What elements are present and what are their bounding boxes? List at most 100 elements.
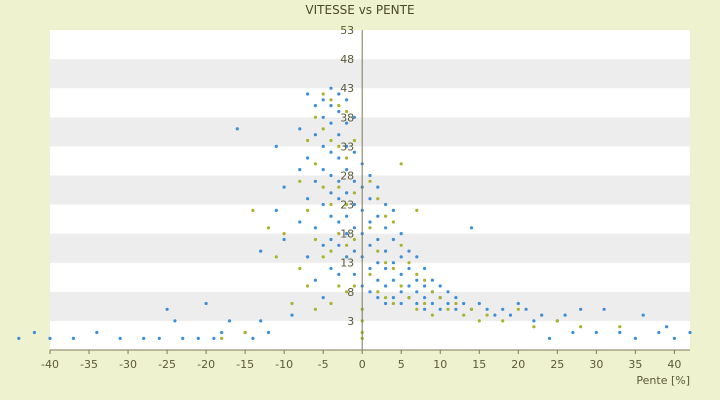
data-point — [384, 226, 388, 230]
data-point — [415, 278, 419, 282]
data-point — [313, 237, 317, 242]
data-point — [337, 185, 341, 189]
x-tick-label: -40 — [41, 358, 59, 371]
data-point — [423, 307, 427, 311]
data-point — [352, 150, 356, 154]
data-point — [633, 336, 638, 340]
data-point — [540, 313, 544, 317]
data-point — [602, 307, 606, 311]
data-point — [368, 220, 372, 224]
data-point — [446, 301, 450, 306]
data-point — [17, 336, 21, 340]
y-tick-label: 43 — [340, 82, 354, 95]
data-point — [352, 237, 356, 242]
data-point — [462, 313, 466, 317]
data-point — [118, 336, 122, 340]
data-point — [95, 330, 99, 335]
data-point — [274, 208, 278, 212]
grid-band — [50, 233, 690, 263]
data-point — [345, 202, 349, 207]
data-point — [345, 214, 349, 218]
data-point — [438, 296, 442, 300]
x-tick-label: -25 — [158, 358, 176, 371]
data-point — [384, 249, 388, 253]
data-point — [321, 115, 325, 119]
data-point — [423, 266, 427, 271]
data-point — [345, 255, 349, 259]
data-point — [415, 208, 419, 212]
data-point — [329, 86, 333, 90]
data-point — [368, 243, 372, 247]
y-tick-label: 18 — [340, 228, 354, 241]
data-point — [306, 284, 310, 288]
data-point — [345, 290, 349, 294]
data-point — [251, 336, 255, 340]
data-point — [446, 290, 450, 294]
x-tick-label: -10 — [275, 358, 293, 371]
data-point — [368, 272, 372, 276]
data-point — [391, 208, 395, 212]
data-point — [376, 214, 380, 218]
data-point — [415, 272, 419, 276]
data-point — [423, 296, 427, 300]
data-point — [345, 144, 349, 148]
chart-title: VITESSE vs PENTE — [305, 3, 414, 17]
data-point — [321, 296, 325, 300]
tick-labels: -40 -35 -30 -25 -20 -15 -10 -5 0 5 10 15 20 25 30 35 40 3… — [41, 24, 681, 371]
y-tick-label: 53 — [340, 24, 354, 37]
data-point — [274, 144, 278, 148]
data-point — [345, 191, 349, 195]
data-point — [352, 191, 356, 195]
data-point — [345, 232, 349, 236]
data-point — [321, 185, 325, 189]
data-point — [415, 307, 419, 311]
data-point — [337, 109, 341, 114]
x-tick-label: 30 — [589, 358, 603, 371]
data-point — [399, 243, 403, 247]
data-point — [235, 127, 239, 131]
data-point — [345, 156, 349, 160]
data-point — [321, 92, 325, 96]
data-point — [384, 202, 388, 207]
x-tick-label: 10 — [433, 358, 447, 371]
data-point — [321, 255, 325, 259]
data-point — [352, 115, 356, 119]
grid-band — [50, 291, 690, 321]
grid-band — [50, 30, 690, 60]
grid-band — [50, 88, 690, 118]
data-point — [173, 319, 177, 323]
data-point — [313, 179, 317, 183]
x-tick-label: 40 — [667, 358, 681, 371]
data-point — [391, 220, 395, 224]
data-point — [142, 336, 146, 340]
data-point — [313, 278, 317, 282]
data-point — [345, 243, 349, 247]
data-point — [407, 284, 411, 288]
data-point — [368, 173, 372, 178]
data-point — [485, 307, 489, 311]
data-point — [306, 197, 310, 201]
data-point — [220, 330, 224, 335]
x-tick-label: 5 — [398, 358, 405, 371]
data-point — [423, 301, 427, 306]
data-point — [399, 232, 403, 236]
data-point — [430, 278, 434, 282]
data-point — [438, 307, 442, 311]
data-point — [423, 284, 427, 288]
data-point — [337, 232, 341, 236]
data-point — [313, 104, 317, 108]
y-tick-label: 38 — [340, 111, 354, 124]
data-point — [368, 197, 372, 201]
data-point — [376, 197, 380, 201]
data-point — [501, 307, 505, 311]
data-point — [313, 115, 317, 119]
data-point — [688, 330, 692, 335]
data-point — [391, 237, 395, 242]
data-point — [399, 301, 403, 306]
data-point — [329, 214, 333, 218]
data-point — [384, 296, 388, 300]
x-axis-label: Pente [%] — [636, 374, 690, 387]
data-point — [508, 313, 513, 317]
data-point — [618, 325, 622, 329]
data-point — [337, 156, 341, 160]
